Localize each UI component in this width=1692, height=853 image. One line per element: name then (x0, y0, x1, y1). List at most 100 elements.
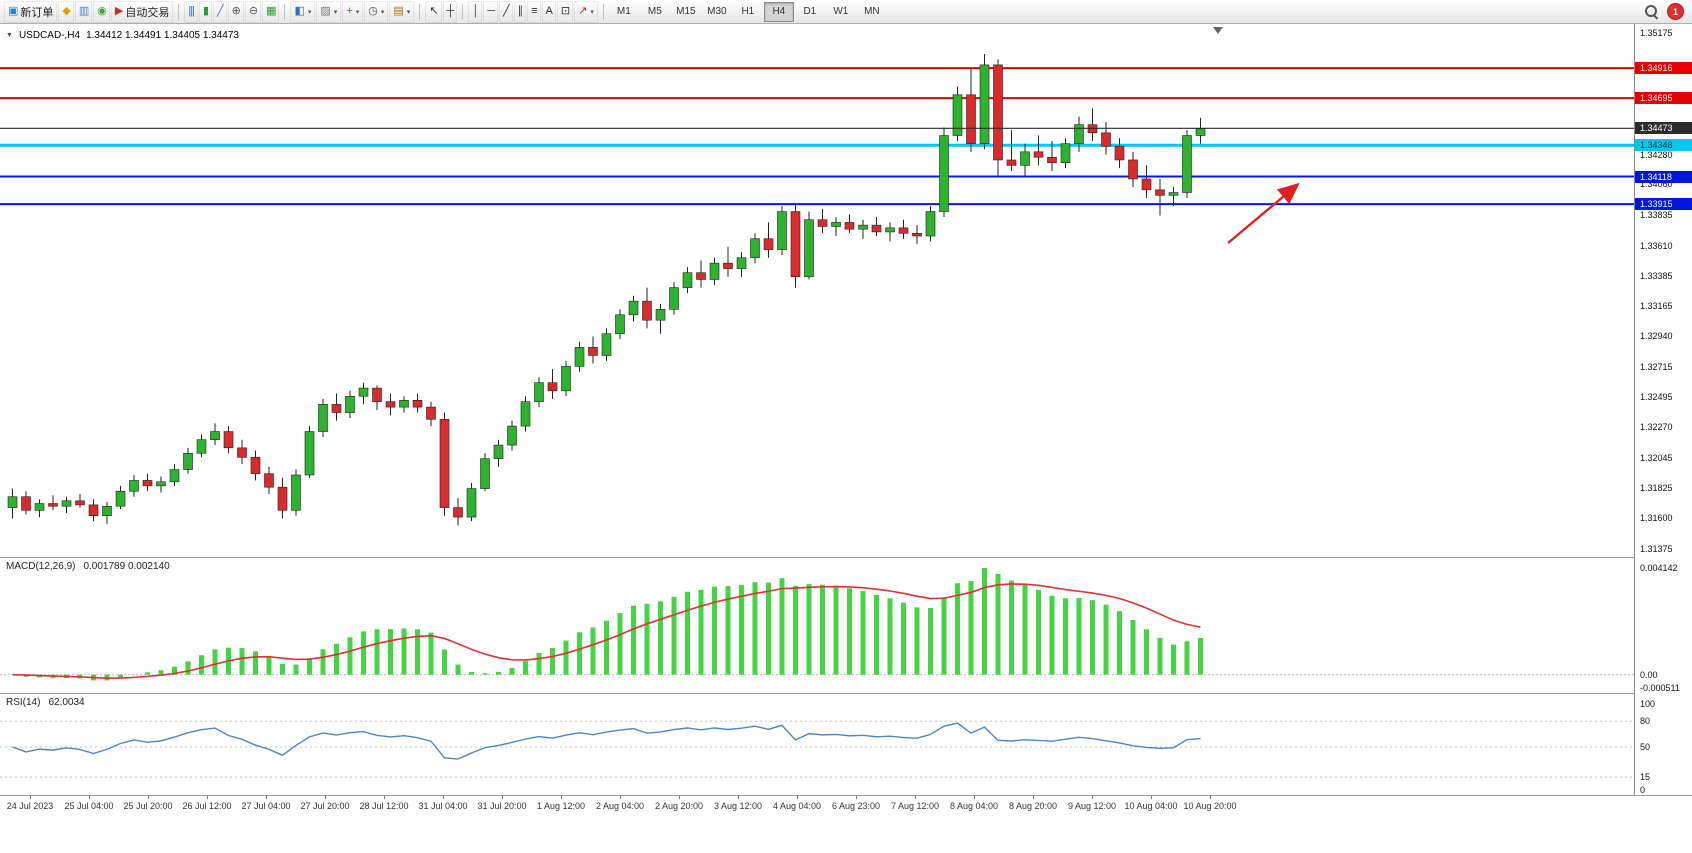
new-chart-icon[interactable]: ◧ ▾ (290, 0, 316, 23)
notification-badge[interactable]: 1 (1667, 3, 1684, 20)
timeframe-m15[interactable]: M15 (676, 6, 696, 17)
candle (1114, 138, 1125, 169)
candle (561, 360, 571, 397)
templates-icon[interactable]: ▤ ▾ (389, 0, 415, 23)
community-icon: ◉ (97, 5, 107, 17)
cursor-icon[interactable]: ↖ (425, 0, 442, 23)
text-icon[interactable]: A (541, 0, 556, 23)
zoom-out-icon[interactable]: ⊖ (244, 0, 262, 23)
candle (520, 396, 531, 432)
toolbar-separator (602, 3, 604, 20)
rsi-panel-canvas[interactable] (0, 694, 1692, 795)
rsi-axis-label: 50 (1640, 742, 1651, 752)
profiles-icon[interactable]: ▨ ▾ (316, 0, 342, 23)
candle (115, 485, 126, 509)
candle (898, 219, 909, 239)
search-icon[interactable] (1644, 4, 1659, 20)
candle (547, 369, 558, 399)
timeframe-d1[interactable]: D1 (803, 6, 817, 17)
timeframe-m1[interactable]: M1 (616, 6, 631, 17)
templates-icon: ▤ (393, 5, 403, 17)
candle (669, 282, 679, 315)
bar-chart-icon: ||| (188, 5, 195, 17)
fibonacci-icon[interactable]: ≡ (527, 0, 541, 23)
auto-trading-button-icon: ▶ (114, 5, 124, 17)
label-icon[interactable]: ⊡ (556, 0, 574, 23)
line-chart-icon[interactable]: ╱ (213, 0, 227, 23)
dropdown-caret[interactable]: ▾ (333, 8, 338, 16)
dropdown-caret[interactable]: ▾ (355, 8, 360, 16)
macd-name: MACD(12,26,9) (6, 561, 76, 572)
candle (844, 214, 855, 234)
timeframe-h4[interactable]: H4 (763, 1, 794, 22)
price-tick: 1.33385 (1640, 271, 1673, 282)
time-label: 26 Jul 12:00 (182, 801, 232, 811)
candle (1141, 165, 1152, 198)
horizontal-line-icon[interactable]: ─ (483, 0, 498, 23)
market-watch-icon: ◆ (62, 5, 71, 17)
price-tick: 1.33835 (1640, 209, 1673, 220)
channel-icon: ∥ (517, 5, 523, 17)
price-tick: 1.31375 (1640, 543, 1673, 554)
rsi-name: RSI(14) (6, 697, 41, 708)
zoom-in-icon: ⊕ (231, 5, 241, 17)
price-tick: 1.32270 (1640, 422, 1673, 433)
time-tick (207, 796, 208, 799)
candle (723, 246, 733, 277)
time-label: 28 Jul 12:00 (359, 801, 409, 811)
time-axis[interactable]: 24 Jul 2023 25 Jul 04:00 25 Jul 20:00 26 Ju… (0, 796, 1692, 820)
time-label: 2 Aug 20:00 (654, 801, 704, 811)
vertical-line-icon[interactable]: │ (468, 0, 483, 23)
market-watch-icon[interactable]: ◆ (58, 0, 74, 23)
time-tick (89, 796, 90, 799)
trend-arrow-annotation[interactable] (1227, 182, 1300, 244)
bar-chart-icon[interactable]: ||| (184, 0, 198, 23)
timeframe-m30[interactable]: M30 (707, 6, 727, 17)
toolbar-groups: ▣ 新订单 ◆ ▥ ◉ ▶ 自动交易 ||| ▮ ╱ ⊕ ⊖ ▦ ◧ ▾ ▨ ▾ + ▾ ◷ ▾ ▤ ▾ ↖ ┼ │ ─ ╱ ∥ ≡ A ⊡ ↗… (4, 0, 1644, 23)
arrows-icon[interactable]: ↗ ▾ (574, 0, 598, 23)
toolbar: ▣ 新订单 ◆ ▥ ◉ ▶ 自动交易 ||| ▮ ╱ ⊕ ⊖ ▦ ◧ ▾ ▨ ▾ + ▾ ◷ ▾ ▤ ▾ ↖ ┼ │ ─ ╱ ∥ ≡ A ⊡ ↗… (0, 0, 1692, 24)
crosshair-icon[interactable]: ┼ (442, 0, 458, 23)
dropdown-caret[interactable]: ▾ (590, 8, 594, 16)
tile-windows-icon[interactable]: ▦ (262, 0, 280, 23)
dropdown-caret[interactable]: ▾ (380, 8, 385, 16)
panel-splitter-macd[interactable] (0, 557, 1692, 558)
chart-menu-caret[interactable]: ▼ (6, 32, 13, 39)
timeframe-w1[interactable]: W1 (833, 6, 849, 17)
price-chart-canvas[interactable] (0, 24, 1692, 557)
candle (7, 488, 18, 519)
chart-shift-marker[interactable] (1213, 27, 1223, 34)
trendline-icon[interactable]: ╱ (499, 0, 513, 23)
candle (993, 59, 1003, 177)
new-order-button-icon: ▣ (8, 5, 18, 17)
indicators-icon[interactable]: + ▾ (342, 0, 364, 23)
timeframe-mn[interactable]: MN (864, 6, 880, 17)
auto-trading-button[interactable]: ▶ 自动交易 (110, 0, 174, 23)
arrows-icon: ↗ (578, 5, 587, 17)
periods-icon[interactable]: ◷ ▾ (364, 0, 389, 23)
candle (601, 328, 612, 361)
panel-splitter-rsi[interactable] (0, 693, 1692, 694)
dropdown-caret[interactable]: ▾ (406, 8, 411, 16)
candle (61, 496, 72, 514)
time-label: 31 Jul 04:00 (418, 801, 468, 811)
dropdown-caret[interactable]: ▾ (307, 8, 312, 16)
price-axis[interactable]: 1.35175 1.34280 1.34060 1.33835 1.33610 1.333… (1634, 24, 1692, 795)
timeframe-h1[interactable]: H1 (741, 6, 755, 17)
macd-panel-canvas[interactable] (0, 558, 1692, 693)
timeframe-m5[interactable]: M5 (647, 6, 662, 17)
profile-chart-icon[interactable]: ▥ (74, 0, 93, 23)
candle (696, 260, 706, 288)
zoom-in-icon[interactable]: ⊕ (227, 0, 244, 23)
new-order-button[interactable]: ▣ 新订单 (4, 0, 58, 23)
candlestick-chart-icon[interactable]: ▮ (198, 0, 212, 23)
price-tick: 1.34280 (1640, 149, 1673, 160)
candle (750, 233, 760, 264)
candle (372, 385, 382, 410)
rsi-axis-label: 100 (1640, 699, 1656, 709)
channel-icon[interactable]: ∥ (513, 0, 527, 23)
candle (277, 477, 288, 519)
community-icon[interactable]: ◉ (93, 0, 110, 23)
macd-axis-label: 0.00 (1640, 669, 1658, 680)
price-line-label: 1.34473 (1635, 122, 1692, 135)
